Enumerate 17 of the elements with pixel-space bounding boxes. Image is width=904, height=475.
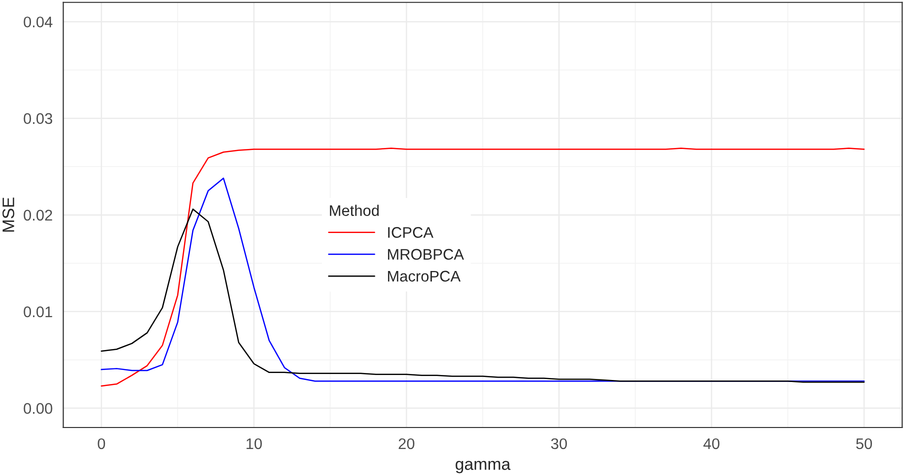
x-tick-label: 0 — [98, 438, 106, 450]
x-tick-label: 40 — [703, 438, 720, 450]
x-tick-label: 30 — [551, 438, 567, 450]
y-tick-label: 0.04 — [24, 16, 52, 28]
y-axis-title: MSE — [2, 198, 14, 232]
y-tick-label: 0.03 — [24, 113, 52, 124]
x-axis-title: gamma — [456, 460, 511, 474]
legend-label: MROBPCA — [388, 248, 464, 260]
x-tick-label: 10 — [246, 438, 262, 450]
legend-title: Method — [330, 204, 379, 216]
legend-label: MacroPCA — [388, 270, 461, 282]
y-tick-label: 0.02 — [24, 210, 52, 221]
x-tick-label: 20 — [398, 438, 414, 450]
x-tick-label: 50 — [856, 438, 872, 450]
y-tick-label: 0.00 — [24, 403, 52, 414]
legend-label: ICPCA — [388, 227, 434, 238]
y-tick-label: 0.01 — [24, 306, 52, 318]
